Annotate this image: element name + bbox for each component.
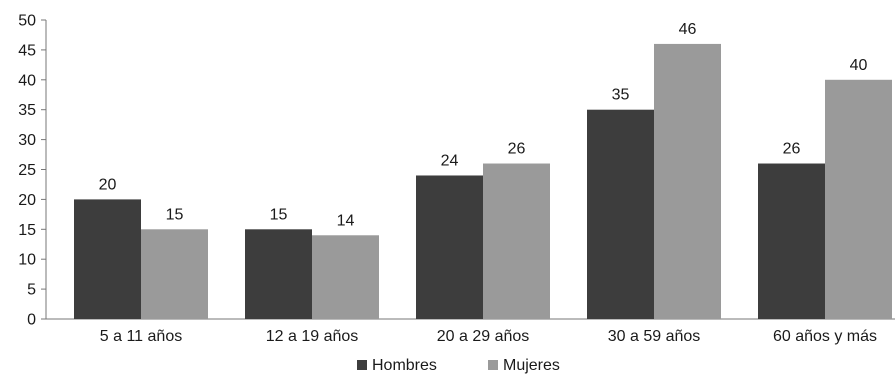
bar-mujeres [141, 229, 208, 319]
data-labels: 20 15 15 14 24 26 35 46 26 40 [99, 21, 868, 229]
bar-hombres [245, 229, 312, 319]
bar-hombres [758, 163, 825, 319]
bar-hombres [587, 109, 654, 319]
x-tick-label: 60 años y más [773, 328, 877, 345]
y-tick-label: 20 [18, 192, 36, 209]
data-label: 20 [99, 176, 117, 193]
data-label: 15 [270, 206, 288, 223]
legend-label: Hombres [372, 357, 437, 374]
bar-mujeres [483, 163, 550, 319]
bar-hombres [416, 175, 483, 319]
legend: Hombres Mujeres [357, 357, 560, 374]
y-tick-label: 15 [18, 222, 36, 239]
data-label: 40 [850, 57, 868, 74]
x-tick-label: 12 a 19 años [266, 328, 359, 345]
data-label: 14 [337, 212, 355, 229]
legend-label: Mujeres [503, 357, 560, 374]
y-tick-label: 35 [18, 102, 36, 119]
y-tick-label: 45 [18, 42, 36, 59]
data-label: 26 [508, 141, 526, 158]
y-tick-label: 0 [27, 312, 36, 329]
x-tick-label: 20 a 29 años [437, 328, 530, 345]
data-label: 26 [783, 141, 801, 158]
legend-swatch-hombres [357, 360, 367, 370]
axes: 0 5 10 15 20 25 30 35 40 45 50 5 a 11 años 12 a 19 a… [18, 13, 895, 345]
bar-mujeres [825, 79, 892, 319]
data-label: 46 [679, 21, 697, 38]
y-tick-label: 50 [18, 13, 36, 30]
bar-mujeres [654, 43, 721, 320]
bar-hombres [74, 199, 141, 319]
x-tick-label: 5 a 11 años [100, 328, 182, 345]
data-label: 15 [166, 206, 184, 223]
data-label: 24 [441, 152, 459, 169]
y-tick-label: 10 [18, 252, 36, 269]
bar-mujeres [312, 235, 379, 319]
y-tick-label: 40 [18, 72, 36, 89]
legend-swatch-mujeres [488, 360, 498, 370]
x-tick-label: 30 a 59 años [608, 328, 701, 345]
y-tick-label: 25 [18, 162, 36, 179]
data-label: 35 [612, 87, 630, 104]
y-tick-label: 5 [27, 282, 36, 299]
y-tick-label: 30 [18, 132, 36, 149]
bars [74, 43, 892, 320]
